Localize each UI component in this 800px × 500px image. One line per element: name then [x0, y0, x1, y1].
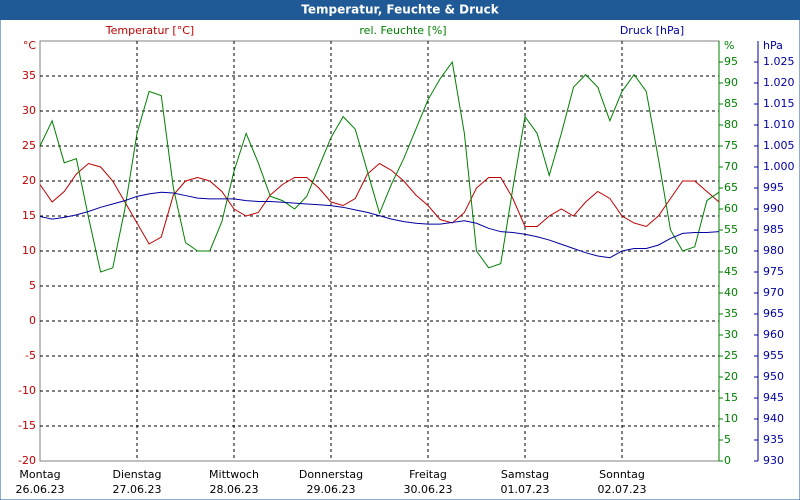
x-tick-label: 29.06.23	[307, 483, 356, 496]
y-tick-label: 5	[29, 279, 36, 292]
x-tick-label: 30.06.23	[404, 483, 453, 496]
y2-unit: %	[724, 39, 734, 52]
y3-unit: hPa	[763, 39, 783, 52]
x-tick-label: Sonntag	[599, 468, 645, 481]
y2-tick-label: 50	[724, 244, 738, 257]
y3-tick-label: 965	[763, 307, 784, 320]
x-tick-label: Mittwoch	[209, 468, 259, 481]
y-tick-label: 0	[29, 314, 36, 327]
chart-title: Temperatur, Feuchte & Druck	[301, 3, 499, 17]
x-tick-label: 01.07.23	[501, 483, 550, 496]
y2-tick-label: 95	[724, 55, 738, 68]
y2-tick-label: 55	[724, 223, 738, 236]
y-unit: °C	[23, 39, 37, 52]
series-line	[39, 162, 720, 245]
y2-tick-label: 90	[724, 76, 738, 89]
y3-tick-label: 1.000	[763, 160, 795, 173]
y3-tick-label: 975	[763, 265, 784, 278]
series-line	[39, 191, 720, 259]
y2-tick-label: 60	[724, 202, 738, 215]
y3-tick-label: 1.005	[763, 139, 795, 152]
y3-tick-label: 950	[763, 370, 784, 383]
y3-tick-label: 1.015	[763, 97, 795, 110]
y2-tick-label: 10	[724, 412, 738, 425]
title-bar	[0, 0, 800, 20]
y3-tick-label: 930	[763, 454, 784, 467]
legend-entry: Druck [hPa]	[620, 24, 684, 37]
x-tick-label: 26.06.23	[16, 483, 65, 496]
y3-tick-label: 1.025	[763, 55, 795, 68]
y-tick-label: -10	[18, 384, 36, 397]
y3-tick-label: 990	[763, 202, 784, 215]
y2-tick-label: 45	[724, 265, 738, 278]
y2-tick-label: 70	[724, 160, 738, 173]
y3-tick-label: 935	[763, 433, 784, 446]
y3-tick-label: 985	[763, 223, 784, 236]
y-tick-label: 25	[22, 139, 36, 152]
y2-tick-label: 30	[724, 328, 738, 341]
y-tick-label: 20	[22, 174, 36, 187]
series-line	[39, 60, 720, 273]
x-tick-label: 02.07.23	[598, 483, 647, 496]
legend-entry: Temperatur [°C]	[105, 24, 194, 37]
y-tick-label: -5	[25, 349, 36, 362]
y-tick-label: 10	[22, 244, 36, 257]
y3-tick-label: 955	[763, 349, 784, 362]
y2-tick-label: 85	[724, 97, 738, 110]
y3-tick-label: 970	[763, 286, 784, 299]
x-tick-label: Dienstag	[112, 468, 161, 481]
y2-tick-label: 35	[724, 307, 738, 320]
y3-tick-label: 945	[763, 391, 784, 404]
y-tick-label: 35	[22, 69, 36, 82]
y2-tick-label: 5	[724, 433, 731, 446]
x-tick-label: Freitag	[409, 468, 447, 481]
x-tick-label: Donnerstag	[299, 468, 363, 481]
y3-tick-label: 1.020	[763, 76, 795, 89]
y2-tick-label: 40	[724, 286, 738, 299]
y2-tick-label: 80	[724, 118, 738, 131]
x-tick-label: 28.06.23	[210, 483, 259, 496]
y3-tick-label: 1.010	[763, 118, 795, 131]
y3-tick-label: 960	[763, 328, 784, 341]
legend-entry: rel. Feuchte [%]	[359, 24, 446, 37]
x-tick-label: Montag	[19, 468, 60, 481]
x-tick-label: Samstag	[501, 468, 549, 481]
y2-tick-label: 20	[724, 370, 738, 383]
y2-tick-label: 75	[724, 139, 738, 152]
x-tick-label: 27.06.23	[113, 483, 162, 496]
y3-tick-label: 940	[763, 412, 784, 425]
y2-tick-label: 15	[724, 391, 738, 404]
y-tick-label: -15	[18, 419, 36, 432]
y-tick-label: 30	[22, 104, 36, 117]
y3-tick-label: 995	[763, 181, 784, 194]
y2-tick-label: 25	[724, 349, 738, 362]
y3-tick-label: 980	[763, 244, 784, 257]
y2-tick-label: 0	[724, 454, 731, 467]
y2-tick-label: 65	[724, 181, 738, 194]
y-tick-label: 15	[22, 209, 36, 222]
y-tick-label: -20	[18, 454, 36, 467]
